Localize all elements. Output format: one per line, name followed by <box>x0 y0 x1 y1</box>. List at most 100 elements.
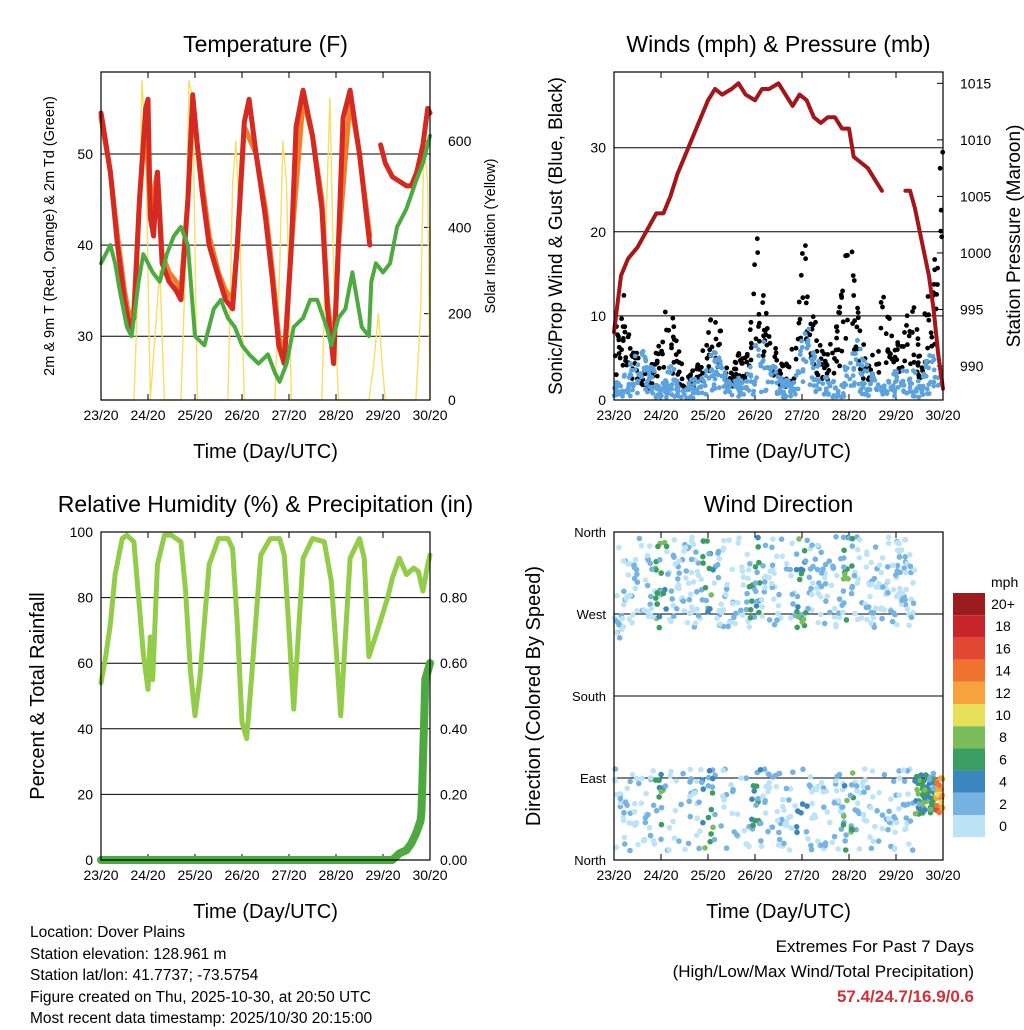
wind-point <box>862 368 868 374</box>
direction-point <box>928 800 935 806</box>
x-axis-label: Time (Day/UTC) <box>706 441 851 463</box>
direction-point <box>832 777 839 784</box>
gust-point <box>615 332 620 338</box>
direction-point <box>899 597 905 604</box>
direction-point <box>798 566 804 573</box>
gust-point <box>855 315 861 321</box>
direction-point <box>903 815 909 821</box>
direction-point <box>732 620 738 627</box>
x-tick-label: 27/20 <box>784 867 819 883</box>
direction-point <box>642 819 649 826</box>
direction-point <box>778 536 785 542</box>
direction-point <box>702 845 708 851</box>
wind-point <box>923 373 929 379</box>
direction-point <box>622 841 628 847</box>
gust-point <box>700 348 706 354</box>
direction-point <box>784 822 790 829</box>
direction-point <box>926 776 933 783</box>
direction-point <box>815 619 822 626</box>
x-tick-label: 30/20 <box>925 867 960 883</box>
gust-point <box>911 305 917 310</box>
y2-tick-label: 0 <box>448 392 456 408</box>
wind-point <box>644 364 650 370</box>
gust-point <box>926 312 931 318</box>
direction-point <box>856 536 863 543</box>
wind-point <box>923 364 929 370</box>
wind-point <box>719 373 725 379</box>
direction-point <box>876 789 882 796</box>
wind-point <box>691 381 697 387</box>
chart-title: Relative Humidity (%) & Precipitation (i… <box>58 491 473 517</box>
direction-point <box>896 775 903 781</box>
gust-point <box>753 336 759 342</box>
direction-point <box>671 613 677 619</box>
y-tick-label: 10 <box>590 308 606 324</box>
direction-point <box>892 829 898 836</box>
direction-point <box>854 800 861 806</box>
gust-point <box>751 291 757 297</box>
direction-point <box>649 566 655 572</box>
gust-point <box>625 334 631 340</box>
wind-point <box>803 359 809 365</box>
direction-point <box>692 620 699 626</box>
wind-point <box>886 378 892 384</box>
gust-point <box>814 338 819 344</box>
direction-point <box>663 606 669 612</box>
direction-point <box>734 811 741 817</box>
gust-point <box>803 300 809 306</box>
x-tick-label: 24/20 <box>130 407 165 423</box>
y-axis-label: 2m & 9m T (Red, Orange) & 2m Td (Green) <box>42 96 58 376</box>
gust-point <box>700 370 705 376</box>
direction-point <box>804 803 810 809</box>
direction-point <box>804 537 810 544</box>
y2-axis-label: Station Pressure (Maroon) <box>1004 125 1024 348</box>
wind-point <box>756 353 762 359</box>
wind-point <box>850 373 856 378</box>
direction-point <box>776 591 782 598</box>
direction-point <box>798 810 804 816</box>
wind-point <box>763 387 769 393</box>
gust-point <box>688 372 693 378</box>
x-tick-label: 25/20 <box>690 407 725 423</box>
direction-point <box>891 814 897 820</box>
direction-point <box>743 841 749 847</box>
wind-point <box>893 372 899 377</box>
wind-point <box>650 384 656 390</box>
direction-point <box>848 826 855 832</box>
wind-point <box>753 343 759 348</box>
direction-point <box>795 613 802 620</box>
wind-point <box>892 379 898 385</box>
direction-point <box>901 537 908 543</box>
direction-point <box>663 543 670 550</box>
direction-point <box>680 598 687 604</box>
direction-point <box>844 797 850 804</box>
direction-point <box>656 777 662 784</box>
y-tick-label: 0 <box>85 852 93 868</box>
wind-point <box>644 381 649 387</box>
wind-point <box>741 392 747 397</box>
direction-point <box>738 775 744 781</box>
direction-point <box>712 811 718 818</box>
wind-point <box>880 389 885 394</box>
wind-point <box>859 380 865 386</box>
direction-point <box>853 783 860 789</box>
direction-point <box>686 798 692 805</box>
wind-point <box>907 385 913 390</box>
gust-point <box>789 346 795 352</box>
direction-point <box>686 610 693 617</box>
direction-point <box>758 597 765 603</box>
direction-point <box>897 585 903 592</box>
direction-point <box>841 813 847 820</box>
direction-point <box>766 771 772 778</box>
gust-point <box>679 376 685 382</box>
humidity-line <box>98 532 433 742</box>
direction-point <box>783 785 790 792</box>
wind-point <box>841 384 847 390</box>
wind-point <box>811 350 816 355</box>
gust-point <box>904 313 910 319</box>
direction-point <box>755 795 761 802</box>
wind-point <box>800 367 806 372</box>
wind-point <box>686 381 692 386</box>
direction-point <box>841 547 847 554</box>
direction-point <box>617 795 624 802</box>
